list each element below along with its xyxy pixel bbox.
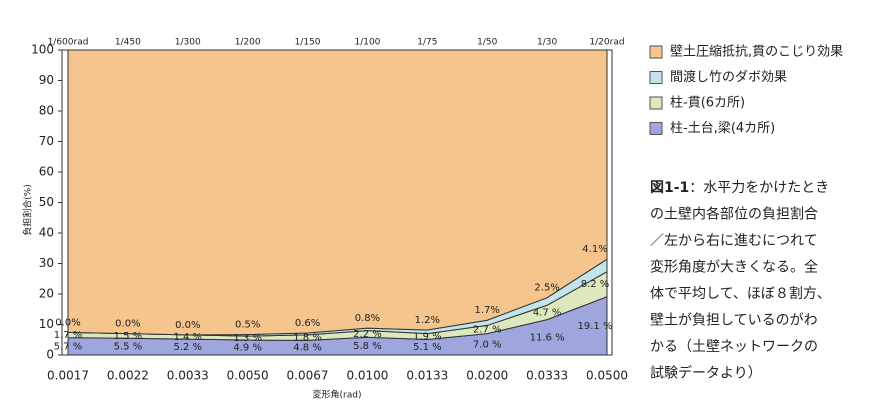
value-label: 5.7 % [54,341,83,352]
area [67,49,608,336]
y-tick-label: 40 [39,226,54,240]
top-tick-label: 1/50 [477,38,497,48]
x-tick-label: 0.0022 [107,369,149,383]
value-label: 0.8% [355,313,380,324]
legend-swatch [649,45,663,59]
value-label: 2.5% [534,283,559,294]
value-label: 2.7 % [473,325,502,336]
x-axis-label: 変形角(rad) [313,389,362,401]
y-axis-label: 負担割合(%) [22,184,34,236]
top-tick-label: 1/450 [115,38,141,48]
value-label: 4.8 % [293,343,322,354]
y-tick-label: 90 [39,73,54,87]
x-tick-label: 0.0500 [586,369,628,383]
legend-swatch [649,122,663,135]
x-tick-label: 0.0067 [287,369,329,383]
top-tick-label: 1/100 [354,38,380,48]
legend-swatch [649,71,663,84]
legend-label: 柱-土台,梁(4カ所) [670,121,775,136]
caption-title: 図1-1：水平力をかけたとき [650,180,829,196]
plot-frame [61,49,613,356]
value-label: 1.9 % [413,332,442,343]
caption-line: 変形角度が大きくなる。全 [650,259,818,276]
caption-label: 図1-1 [650,180,689,196]
caption-line: かる（土壁ネットワークの [650,339,818,355]
x-tick-label: 0.0050 [227,369,269,383]
caption-line: 試験データより） [650,365,762,382]
top-tick-label: 1/200 [235,38,261,48]
value-label: 2.2 % [353,329,382,340]
value-label: 1.4 % [173,332,202,343]
top-tick-label: 1/20rad [589,38,624,48]
value-label: 0.0% [115,319,140,330]
caption-line: 体で平均して、ほぼ８割方、 [650,285,831,302]
top-tick-label: 1/150 [295,38,321,48]
y-tick-label: 30 [39,256,54,270]
top-tick-label: 1/600rad [48,38,89,48]
value-label: 0.5% [235,320,260,331]
value-label: 4.9 % [233,343,262,354]
caption-line: ：水平力をかけたとき [689,180,829,196]
y-tick-label: 70 [39,134,54,148]
x-tick-label: 0.0200 [466,369,508,383]
value-label: 7.0 % [473,339,502,350]
value-label: 1.8 % [293,333,322,344]
y-tick-label: 80 [39,104,54,118]
value-label: 1.5 % [114,331,143,342]
value-label: 11.6 % [530,332,565,343]
x-tick-label: 0.0333 [526,369,568,383]
legend-swatch [649,96,663,110]
y-tick-label: 0 [46,348,54,362]
value-label: 4.1% [582,244,607,255]
value-label: 0.6% [295,318,320,329]
value-label: 4.7 % [533,307,562,318]
caption-line: ／左から右に進むにつれて [650,233,818,249]
value-label: 0.0% [175,320,200,331]
value-label: 5.1 % [413,342,442,353]
value-label: 19.1 % [578,321,613,332]
value-label: 0.0% [55,317,80,328]
value-label: 1.3 % [233,333,262,344]
x-tick-label: 0.0133 [406,369,448,383]
value-label: 8.2 % [581,279,610,290]
x-tick-label: 0.0033 [167,369,209,383]
legend-label: 柱-貫(6カ所) [670,96,745,111]
y-tick-label: 60 [39,165,54,179]
legend-label: 間渡し竹のダボ効果 [670,69,787,85]
y-tick-label: 100 [31,43,54,57]
value-label: 5.2 % [173,342,202,353]
y-tick-label: 50 [39,195,54,209]
top-tick-label: 1/300 [175,38,201,48]
top-tick-label: 1/75 [417,38,437,48]
x-tick-label: 0.0017 [47,369,89,383]
value-label: 1.7% [475,305,500,316]
caption-line: 壁土が負担しているのがわ [650,313,818,329]
top-tick-label: 1/30 [537,38,557,48]
caption-line: の土壁内各部位の負担割合 [650,206,818,223]
y-tick-label: 20 [39,287,54,301]
y-tick-label: 10 [39,317,54,331]
value-label: 1.7 % [54,330,83,341]
value-label: 5.8 % [353,341,382,352]
x-tick-label: 0.0100 [346,369,388,383]
value-label: 1.2% [415,315,440,326]
legend-label: 壁土圧縮抵抗,貫のこじり効果 [670,44,843,60]
value-label: 5.5 % [114,342,143,353]
